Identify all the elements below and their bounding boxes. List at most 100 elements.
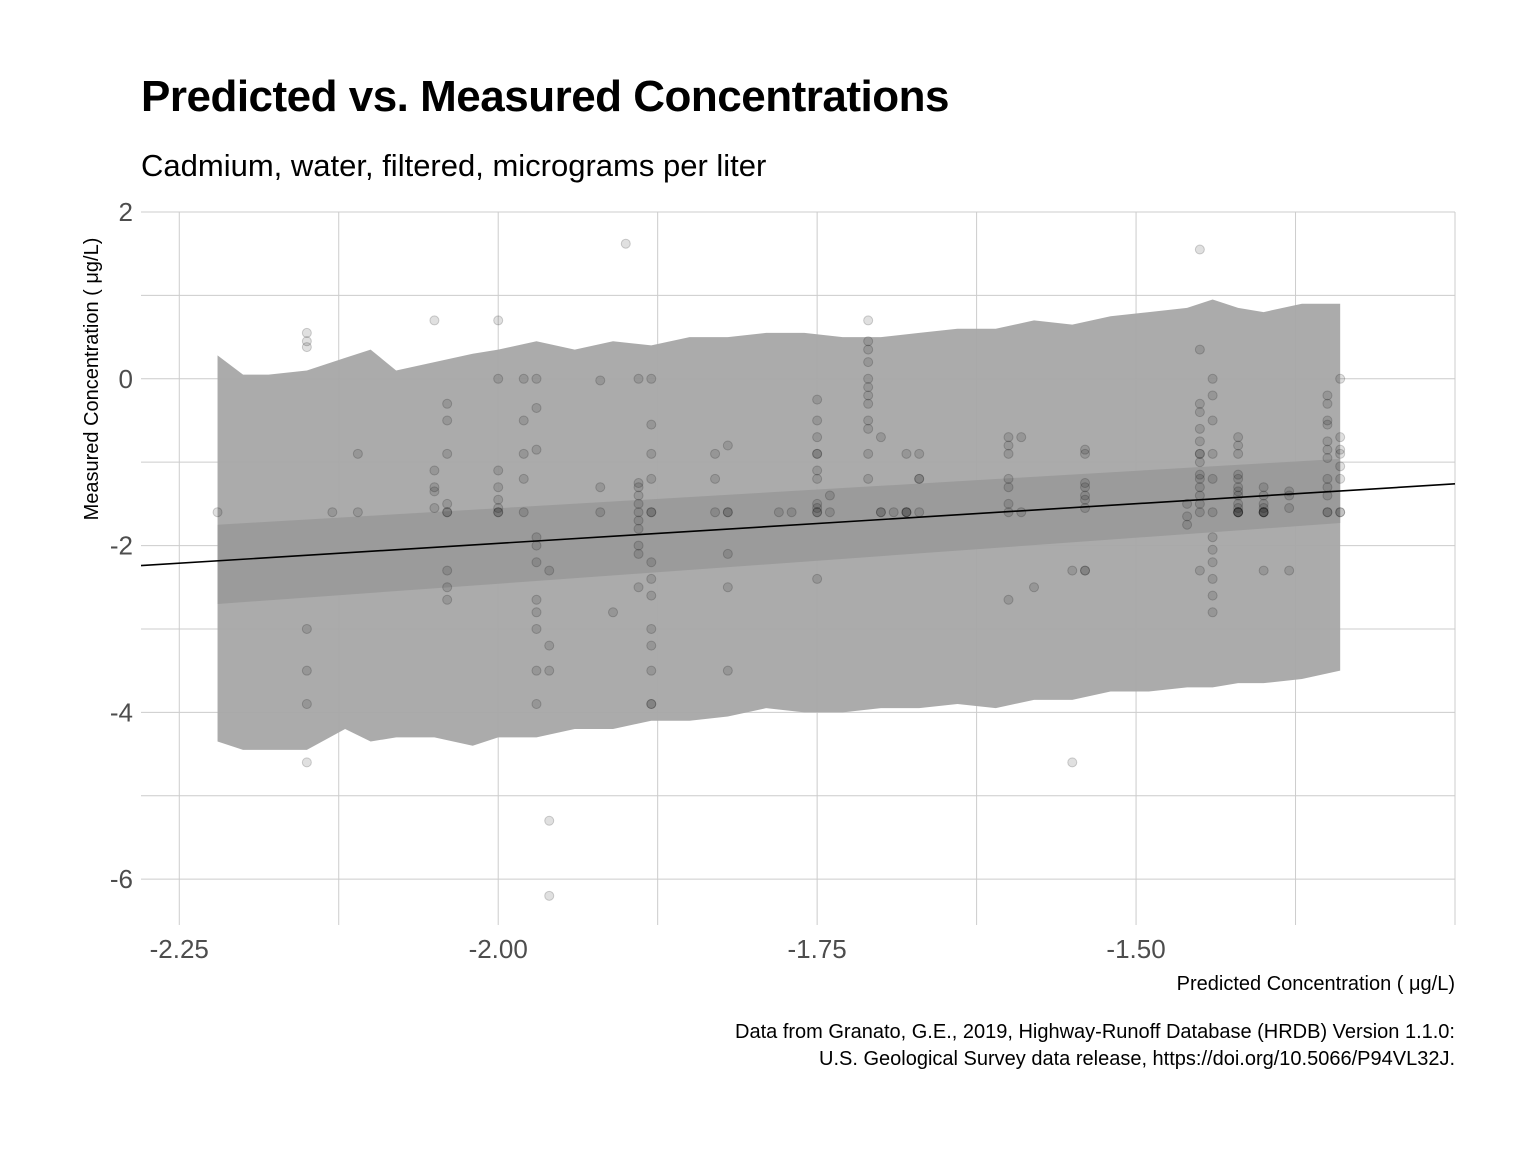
data-point <box>633 478 644 489</box>
data-point <box>863 390 874 401</box>
data-point <box>1322 415 1333 426</box>
data-point <box>863 357 874 368</box>
data-point <box>863 398 874 409</box>
data-point <box>1194 457 1205 468</box>
data-point <box>1003 473 1014 484</box>
data-point <box>1322 444 1333 455</box>
data-point <box>1003 482 1014 493</box>
bands <box>217 299 1341 750</box>
data-point <box>1194 407 1205 418</box>
data-point <box>429 315 440 326</box>
data-point <box>1322 507 1333 518</box>
data-point <box>722 582 733 593</box>
data-point <box>608 607 619 618</box>
data-point <box>901 448 912 459</box>
data-point <box>633 507 644 518</box>
data-point <box>442 565 453 576</box>
data-point <box>646 699 657 710</box>
data-point <box>493 465 504 476</box>
data-point <box>493 507 504 518</box>
data-point <box>633 490 644 501</box>
data-point <box>633 582 644 593</box>
data-point <box>722 507 733 518</box>
data-point <box>531 594 542 605</box>
data-point <box>1322 436 1333 447</box>
data-point <box>1003 448 1014 459</box>
data-point <box>1194 469 1205 480</box>
data-point <box>352 507 363 518</box>
data-point <box>824 507 835 518</box>
data-point <box>1207 607 1218 618</box>
data-point <box>710 473 721 484</box>
data-point <box>812 465 823 476</box>
data-point <box>212 507 223 518</box>
data-point <box>863 423 874 434</box>
data-point <box>1207 415 1218 426</box>
data-point <box>863 473 874 484</box>
data-point <box>1284 503 1295 514</box>
data-point <box>863 344 874 355</box>
data-point <box>620 238 631 249</box>
data-point <box>1258 507 1269 518</box>
data-point <box>1182 519 1193 530</box>
data-point <box>531 699 542 710</box>
data-point <box>863 382 874 393</box>
data-point <box>531 557 542 568</box>
data-point <box>544 815 555 826</box>
data-point <box>646 590 657 601</box>
fit-line-group <box>140 483 1456 567</box>
data-point <box>1207 390 1218 401</box>
data-point <box>531 623 542 634</box>
data-point <box>646 373 657 384</box>
data-point <box>722 440 733 451</box>
data-point <box>633 515 644 526</box>
data-point <box>633 482 644 493</box>
data-point <box>812 473 823 484</box>
data-point <box>812 448 823 459</box>
data-point <box>1258 507 1269 518</box>
data-point <box>710 507 721 518</box>
data-point <box>1233 440 1244 451</box>
y-axis-title: Measured Concentration ( μg/L) <box>81 238 103 521</box>
data-point <box>595 507 606 518</box>
data-point <box>1207 557 1218 568</box>
data-point <box>1233 448 1244 459</box>
data-point <box>875 432 886 443</box>
data-point <box>1194 490 1205 501</box>
data-point <box>1194 344 1205 355</box>
data-point <box>429 486 440 497</box>
data-point <box>812 448 823 459</box>
data-point <box>531 402 542 413</box>
data-point <box>531 444 542 455</box>
data-point <box>429 482 440 493</box>
data-point <box>1194 398 1205 409</box>
data-point <box>901 507 912 518</box>
data-point <box>1322 398 1333 409</box>
data-point <box>1284 490 1295 501</box>
data-point <box>710 448 721 459</box>
data-point <box>1207 507 1218 518</box>
data-point <box>1233 486 1244 497</box>
data-point <box>1207 473 1218 484</box>
data-point <box>1194 448 1205 459</box>
data-point <box>1335 507 1346 518</box>
data-point <box>1207 544 1218 555</box>
data-point <box>442 594 453 605</box>
data-point <box>914 473 925 484</box>
data-point <box>1016 432 1027 443</box>
data-point <box>1080 490 1091 501</box>
data-point <box>1284 565 1295 576</box>
data-point <box>518 448 529 459</box>
data-point <box>1233 507 1244 518</box>
data-point <box>1194 448 1205 459</box>
data-point <box>1335 432 1346 443</box>
data-point <box>1029 582 1040 593</box>
x-tick-label: -2.25 <box>150 934 209 964</box>
data-point <box>1258 482 1269 493</box>
y-tick-label: -4 <box>110 697 133 727</box>
data-point <box>633 523 644 534</box>
data-point <box>633 540 644 551</box>
data-point <box>1194 244 1205 255</box>
caption-line-1: Data from Granato, G.E., 2019, Highway-R… <box>735 1021 1455 1043</box>
data-point <box>1080 565 1091 576</box>
